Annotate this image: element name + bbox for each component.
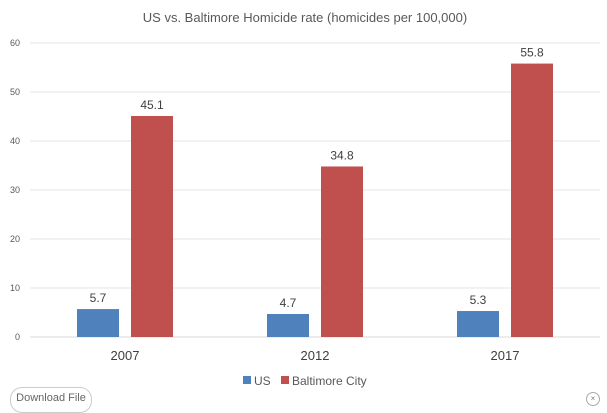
chart: US vs. Baltimore Homicide rate (homicide… [10, 10, 600, 388]
data-label: 5.7 [90, 291, 107, 305]
legend-label-baltimore: Baltimore City [292, 374, 367, 388]
data-label: 45.1 [140, 98, 164, 112]
y-tick-label: 10 [10, 283, 20, 293]
y-tick-label: 50 [10, 87, 20, 97]
bar-baltimore-city [131, 116, 173, 337]
x-tick-label: 2007 [111, 348, 140, 363]
legend: US Baltimore City [243, 374, 367, 388]
legend-label-us: US [254, 374, 271, 388]
data-label: 4.7 [280, 296, 297, 310]
bar-baltimore-city [321, 166, 363, 337]
legend-swatch-us [243, 376, 251, 384]
bar-us [267, 313, 309, 337]
x-tick-label: 2017 [491, 348, 520, 363]
bar-baltimore-city [511, 63, 553, 337]
bar-us [77, 309, 119, 337]
x-tick-label: 2012 [301, 348, 330, 363]
legend-swatch-baltimore [281, 376, 289, 384]
y-tick-label: 30 [10, 185, 20, 195]
data-label: 34.8 [330, 148, 354, 162]
download-file-button[interactable]: Download File [10, 387, 92, 413]
y-tick-label: 40 [10, 136, 20, 146]
data-label: 55.8 [520, 46, 544, 60]
y-tick-label: 20 [10, 234, 20, 244]
y-tick-label: 0 [15, 332, 20, 342]
chart-title: US vs. Baltimore Homicide rate (homicide… [143, 10, 467, 25]
y-tick-label: 60 [10, 38, 20, 48]
close-icon[interactable]: × [586, 392, 600, 406]
bar-us [457, 311, 499, 337]
data-label: 5.3 [470, 293, 487, 307]
